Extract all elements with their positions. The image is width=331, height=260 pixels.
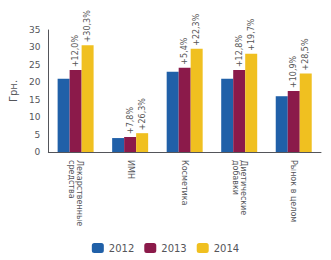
svg-text:Диетические: Диетические — [238, 160, 248, 216]
svg-text:Косметика: Косметика — [180, 160, 189, 206]
svg-text:средства: средства — [67, 160, 76, 199]
svg-text:+7,8%: +7,8% — [126, 107, 135, 134]
svg-text:30: 30 — [29, 42, 41, 52]
svg-text:+12,8%: +12,8% — [235, 35, 244, 68]
svg-text:+19,7%: +19,7% — [247, 18, 256, 51]
svg-text:Лекарственные: Лекарственные — [75, 160, 85, 227]
svg-text:+12,0%: +12,0% — [71, 35, 80, 68]
svg-text:ИМН: ИМН — [126, 160, 135, 179]
svg-text:+22,3%: +22,3% — [192, 13, 201, 46]
svg-text:0: 0 — [35, 147, 41, 157]
svg-text:35: 35 — [29, 25, 40, 35]
svg-text:+5,4%: +5,4% — [180, 37, 189, 64]
svg-text:+10,9%: +10,9% — [289, 55, 298, 88]
svg-text:2013: 2013 — [161, 243, 186, 254]
svg-text:+26,3%: +26,3% — [138, 98, 147, 131]
svg-text:15: 15 — [29, 95, 40, 105]
svg-text:добавки: добавки — [231, 160, 240, 195]
svg-text:25: 25 — [29, 60, 40, 70]
svg-text:5: 5 — [35, 130, 41, 140]
svg-text:+30,3%: +30,3% — [83, 10, 92, 43]
svg-text:2014: 2014 — [214, 243, 239, 254]
svg-text:2012: 2012 — [109, 243, 134, 254]
svg-text:10: 10 — [29, 112, 41, 122]
svg-text:Рынок в целом: Рынок в целом — [289, 160, 298, 222]
svg-text:+28,5%: +28,5% — [301, 38, 310, 71]
svg-text:Грн.: Грн. — [8, 80, 19, 102]
svg-text:20: 20 — [29, 77, 41, 87]
